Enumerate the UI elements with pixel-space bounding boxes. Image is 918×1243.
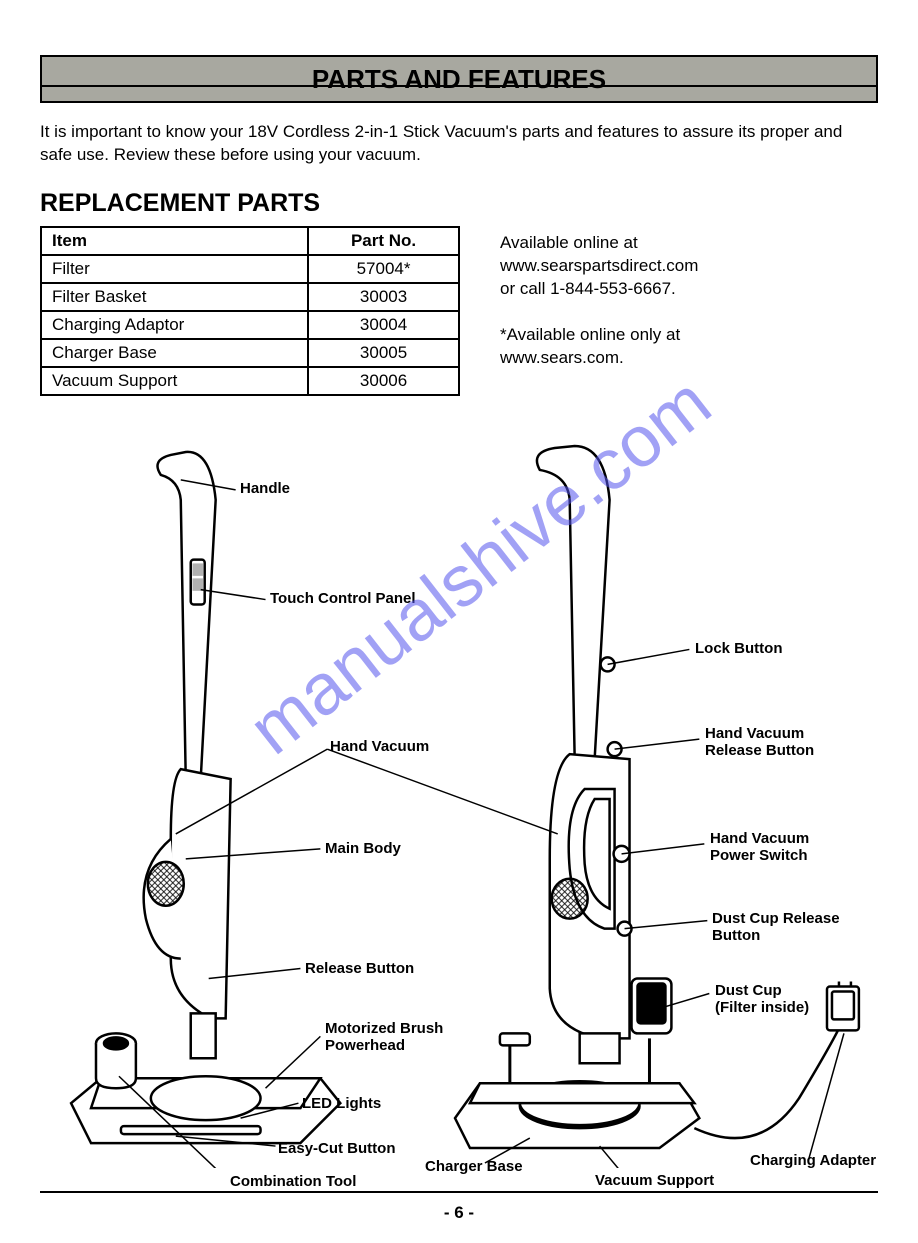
page-number: - 6 - [0,1203,918,1223]
table-header-partno: Part No. [308,227,459,255]
label-motorized-brush: Motorized Brush Powerhead [325,1020,443,1055]
table-cell-item: Vacuum Support [41,367,308,395]
intro-text: It is important to know your 18V Cordles… [40,121,878,167]
table-header-row: Item Part No. [41,227,459,255]
section-heading: REPLACEMENT PARTS [40,189,878,218]
table-row: Vacuum Support 30006 [41,367,459,395]
table-cell-partno: 30004 [308,311,459,339]
table-and-availability: Item Part No. Filter 57004* Filter Baske… [40,226,878,396]
label-vacuum-support: Vacuum Support [595,1172,714,1189]
table-row: Charger Base 30005 [41,339,459,367]
left-vacuum-drawing [71,452,340,1143]
avail-line2: www.searspartsdirect.com [500,256,698,275]
label-lock-button: Lock Button [695,640,783,657]
right-vacuum-drawing [455,446,859,1148]
diagram-area: Handle Touch Control Panel Hand Vacuum M… [40,440,878,1168]
table-cell-item: Charger Base [41,339,308,367]
title-bar: PARTS AND FEATURES [40,55,878,103]
table-cell-item: Filter [41,255,308,283]
label-touch-control: Touch Control Panel [270,590,416,607]
avail-note1: *Available online only at [500,325,680,344]
vacuum-diagram-svg [40,440,878,1168]
table-cell-partno: 30006 [308,367,459,395]
table-cell-partno: 30003 [308,283,459,311]
avail-note2: www.sears.com. [500,348,624,367]
avail-line3: or call 1-844-553-6667. [500,279,676,298]
table-cell-item: Filter Basket [41,283,308,311]
table-row: Charging Adaptor 30004 [41,311,459,339]
page-title: PARTS AND FEATURES [312,64,606,95]
label-charging-adapter: Charging Adapter [750,1152,876,1169]
avail-line1: Available online at [500,233,638,252]
label-dust-cup-release: Dust Cup Release Button [712,910,840,945]
availability-text: Available online at www.searspartsdirect… [500,232,698,396]
label-easy-cut: Easy-Cut Button [278,1140,396,1157]
table-cell-item: Charging Adaptor [41,311,308,339]
label-release-button: Release Button [305,960,414,977]
table-row: Filter 57004* [41,255,459,283]
label-dust-cup: Dust Cup (Filter inside) [715,982,809,1017]
label-handle: Handle [240,480,290,497]
table-cell-partno: 30005 [308,339,459,367]
table-header-item: Item [41,227,308,255]
label-main-body: Main Body [325,840,401,857]
table-row: Filter Basket 30003 [41,283,459,311]
label-hand-vacuum: Hand Vacuum [330,738,429,755]
label-charger-base: Charger Base [425,1158,523,1175]
replacement-parts-table: Item Part No. Filter 57004* Filter Baske… [40,226,460,396]
label-hand-vac-release: Hand Vacuum Release Button [705,725,814,760]
label-led-lights: LED Lights [302,1095,381,1112]
label-hand-vac-power: Hand Vacuum Power Switch [710,830,809,865]
table-cell-partno: 57004* [308,255,459,283]
